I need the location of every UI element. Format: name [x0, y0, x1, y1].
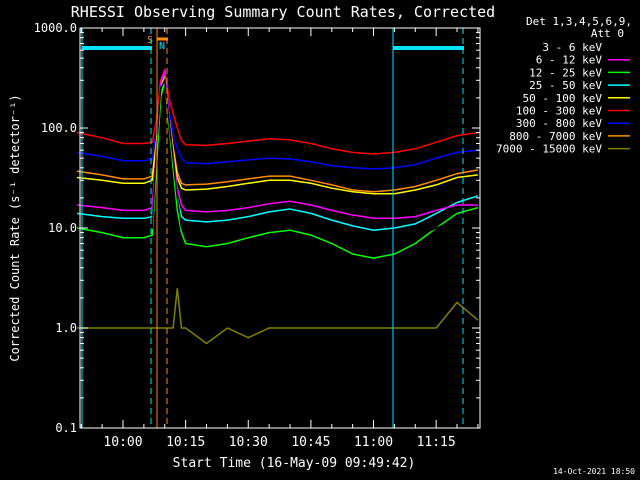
series-line [77, 78, 478, 259]
y-tick-label: 1000.0 [34, 21, 77, 35]
legend-label: 7000 - 15000 keV [496, 143, 602, 156]
legend-label: 300 - 800 keV [516, 117, 602, 130]
x-tick-label: 10:30 [229, 435, 268, 450]
night-flag-label: N [159, 41, 165, 52]
time-markers-group [82, 28, 463, 428]
y-tick-label: 1.0 [55, 321, 77, 335]
chart-title: RHESSI Observing Summary Count Rates, Co… [71, 3, 495, 21]
legend-label: 25 - 50 keV [529, 79, 602, 92]
legend-attenuator: Att 0 [591, 27, 624, 40]
series-line [77, 70, 478, 154]
legend-label: 50 - 100 keV [523, 92, 603, 105]
legend-label: 12 - 25 keV [529, 66, 602, 79]
legend-label: 800 - 7000 keV [509, 130, 602, 143]
x-tick-label: 10:15 [166, 435, 205, 450]
series-line [77, 74, 478, 169]
series-line [77, 75, 478, 192]
saa-flag-label: S [147, 35, 153, 46]
y-tick-label: 10.0 [48, 221, 77, 235]
x-axis-label: Start Time (16-May-09 09:49:42) [173, 456, 416, 471]
footer-timestamp: 14-Oct-2021 18:50 [553, 467, 635, 476]
legend-label: 3 - 6 keV [542, 41, 602, 54]
y-axis-label: Corrected Count Rate (s⁻¹ detector⁻¹) [8, 94, 22, 361]
plot-frame [80, 28, 480, 428]
y-tick-label: 100.0 [41, 121, 77, 135]
x-axis: 10:00 10:15 10:30 10:45 11:00 11:15 [81, 28, 478, 450]
series-line [77, 288, 478, 343]
legend-label: 6 - 12 keV [536, 54, 603, 67]
y-tick-label: 0.1 [55, 421, 77, 435]
x-tick-label: 10:00 [103, 435, 142, 450]
flag-bars-group: SN [82, 35, 464, 52]
x-tick-label: 10:45 [291, 435, 330, 450]
series-group [77, 70, 478, 344]
x-tick-label: 11:15 [417, 435, 456, 450]
series-line [77, 80, 478, 230]
x-tick-label: 11:00 [354, 435, 393, 450]
legend-label: 100 - 300 keV [516, 105, 602, 118]
